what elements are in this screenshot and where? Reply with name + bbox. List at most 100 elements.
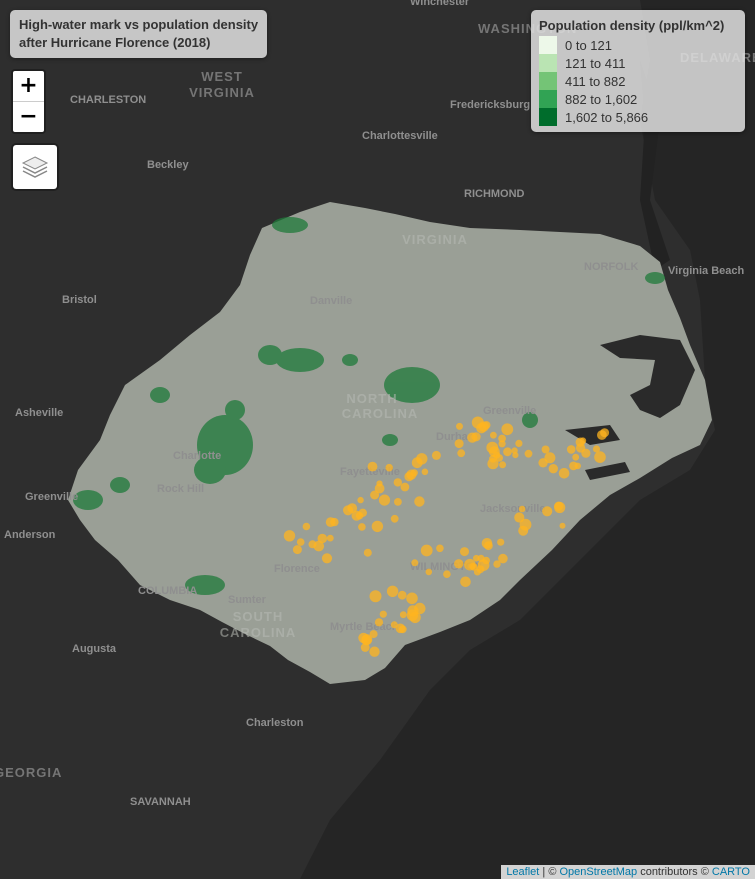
high-water-mark-point[interactable] <box>443 570 451 578</box>
high-water-mark-point[interactable] <box>473 568 481 576</box>
high-water-mark-point[interactable] <box>347 503 358 513</box>
high-water-mark-point[interactable] <box>374 618 384 627</box>
carto-link[interactable]: CARTO <box>711 866 750 878</box>
high-water-mark-point[interactable] <box>518 505 526 513</box>
high-water-mark-point[interactable] <box>296 538 305 546</box>
high-water-mark-point[interactable] <box>498 434 506 443</box>
high-water-mark-point[interactable] <box>498 440 506 448</box>
high-water-mark-point[interactable] <box>360 643 370 652</box>
high-water-mark-point[interactable] <box>325 517 336 527</box>
high-water-mark-point[interactable] <box>594 451 606 463</box>
high-water-mark-point[interactable] <box>454 439 464 449</box>
high-water-mark-point[interactable] <box>473 554 480 562</box>
high-water-mark-point[interactable] <box>489 454 497 463</box>
high-water-mark-point[interactable] <box>436 544 444 553</box>
high-water-mark-point[interactable] <box>484 541 493 551</box>
high-water-mark-point[interactable] <box>369 646 380 657</box>
high-water-mark-point[interactable] <box>495 454 504 462</box>
high-water-mark-point[interactable] <box>420 544 433 557</box>
high-water-mark-point[interactable] <box>572 453 580 461</box>
high-water-mark-point[interactable] <box>399 611 407 619</box>
high-water-mark-point[interactable] <box>302 522 311 531</box>
high-water-mark-point[interactable] <box>390 514 399 523</box>
high-water-mark-point[interactable] <box>386 585 399 597</box>
high-water-mark-point[interactable] <box>554 501 566 514</box>
high-water-mark-point[interactable] <box>326 534 334 542</box>
high-water-mark-point[interactable] <box>493 560 501 568</box>
high-water-mark-point[interactable] <box>512 452 519 459</box>
high-water-mark-point[interactable] <box>358 632 369 644</box>
high-water-mark-point[interactable] <box>393 478 402 487</box>
high-water-mark-point[interactable] <box>313 540 325 552</box>
high-water-mark-point[interactable] <box>378 494 391 506</box>
high-water-mark-point[interactable] <box>431 450 441 460</box>
high-water-mark-point[interactable] <box>566 445 576 454</box>
high-water-mark-point[interactable] <box>454 559 464 569</box>
high-water-mark-point[interactable] <box>558 468 570 479</box>
high-water-mark-point[interactable] <box>581 448 591 458</box>
high-water-mark-point[interactable] <box>579 437 587 445</box>
high-water-mark-point[interactable] <box>376 480 383 487</box>
high-water-mark-point[interactable] <box>471 432 481 442</box>
high-water-mark-point[interactable] <box>370 490 380 500</box>
leaflet-link[interactable]: Leaflet <box>506 866 540 878</box>
layers-control-button[interactable] <box>11 143 59 191</box>
high-water-mark-point[interactable] <box>514 512 525 523</box>
high-water-mark-point[interactable] <box>369 630 378 639</box>
high-water-mark-point[interactable] <box>363 548 372 557</box>
high-water-mark-point[interactable] <box>390 621 398 629</box>
high-water-mark-point[interactable] <box>400 482 410 492</box>
high-water-mark-point[interactable] <box>460 547 469 557</box>
high-water-mark-point[interactable] <box>407 605 419 617</box>
high-water-mark-point[interactable] <box>357 496 364 504</box>
high-water-mark-point[interactable] <box>369 590 382 603</box>
high-water-mark-point[interactable] <box>317 533 328 544</box>
high-water-mark-point[interactable] <box>548 464 558 474</box>
high-water-mark-point[interactable] <box>367 461 378 472</box>
high-water-mark-point[interactable] <box>490 431 497 439</box>
high-water-mark-point[interactable] <box>374 483 385 494</box>
high-water-mark-point[interactable] <box>597 430 607 440</box>
high-water-mark-point[interactable] <box>371 520 384 533</box>
high-water-mark-point[interactable] <box>321 553 333 564</box>
high-water-mark-point[interactable] <box>414 496 425 507</box>
high-water-mark-point[interactable] <box>283 530 296 542</box>
high-water-mark-point[interactable] <box>476 423 487 434</box>
high-water-mark-point[interactable] <box>538 458 548 468</box>
high-water-mark-point[interactable] <box>358 523 366 531</box>
high-water-mark-point[interactable] <box>541 445 550 454</box>
osm-link[interactable]: OpenStreetMap <box>559 866 638 878</box>
high-water-mark-point[interactable] <box>542 506 553 517</box>
high-water-mark-point[interactable] <box>379 610 387 618</box>
high-water-mark-point[interactable] <box>385 463 394 472</box>
high-water-mark-point[interactable] <box>497 538 505 546</box>
high-water-mark-point[interactable] <box>592 445 601 453</box>
high-water-mark-point[interactable] <box>559 522 566 529</box>
high-water-mark-point[interactable] <box>425 568 433 576</box>
high-water-mark-point[interactable] <box>406 592 418 605</box>
zoom-in-button[interactable]: + <box>13 71 44 102</box>
high-water-mark-point[interactable] <box>503 447 512 457</box>
high-water-mark-point[interactable] <box>515 439 523 447</box>
high-water-mark-point[interactable] <box>501 423 514 436</box>
high-water-mark-point[interactable] <box>498 553 508 564</box>
high-water-mark-point[interactable] <box>574 462 581 470</box>
high-water-mark-point[interactable] <box>411 559 419 567</box>
high-water-mark-point[interactable] <box>394 498 402 506</box>
high-water-mark-point[interactable] <box>460 576 471 588</box>
high-water-mark-point[interactable] <box>395 623 406 634</box>
high-water-mark-point[interactable] <box>358 508 367 517</box>
high-water-mark-point[interactable] <box>518 525 529 536</box>
high-water-mark-point[interactable] <box>416 453 428 465</box>
high-water-mark-point[interactable] <box>464 558 476 571</box>
high-water-mark-point[interactable] <box>397 590 407 600</box>
zoom-out-button[interactable]: − <box>19 104 38 129</box>
high-water-mark-point[interactable] <box>421 468 429 476</box>
high-water-mark-point[interactable] <box>524 449 533 458</box>
high-water-mark-point[interactable] <box>457 449 466 458</box>
high-water-mark-point[interactable] <box>406 469 417 480</box>
high-water-mark-point[interactable] <box>499 461 507 469</box>
high-water-mark-point[interactable] <box>477 559 490 571</box>
high-water-mark-point[interactable] <box>292 545 302 555</box>
